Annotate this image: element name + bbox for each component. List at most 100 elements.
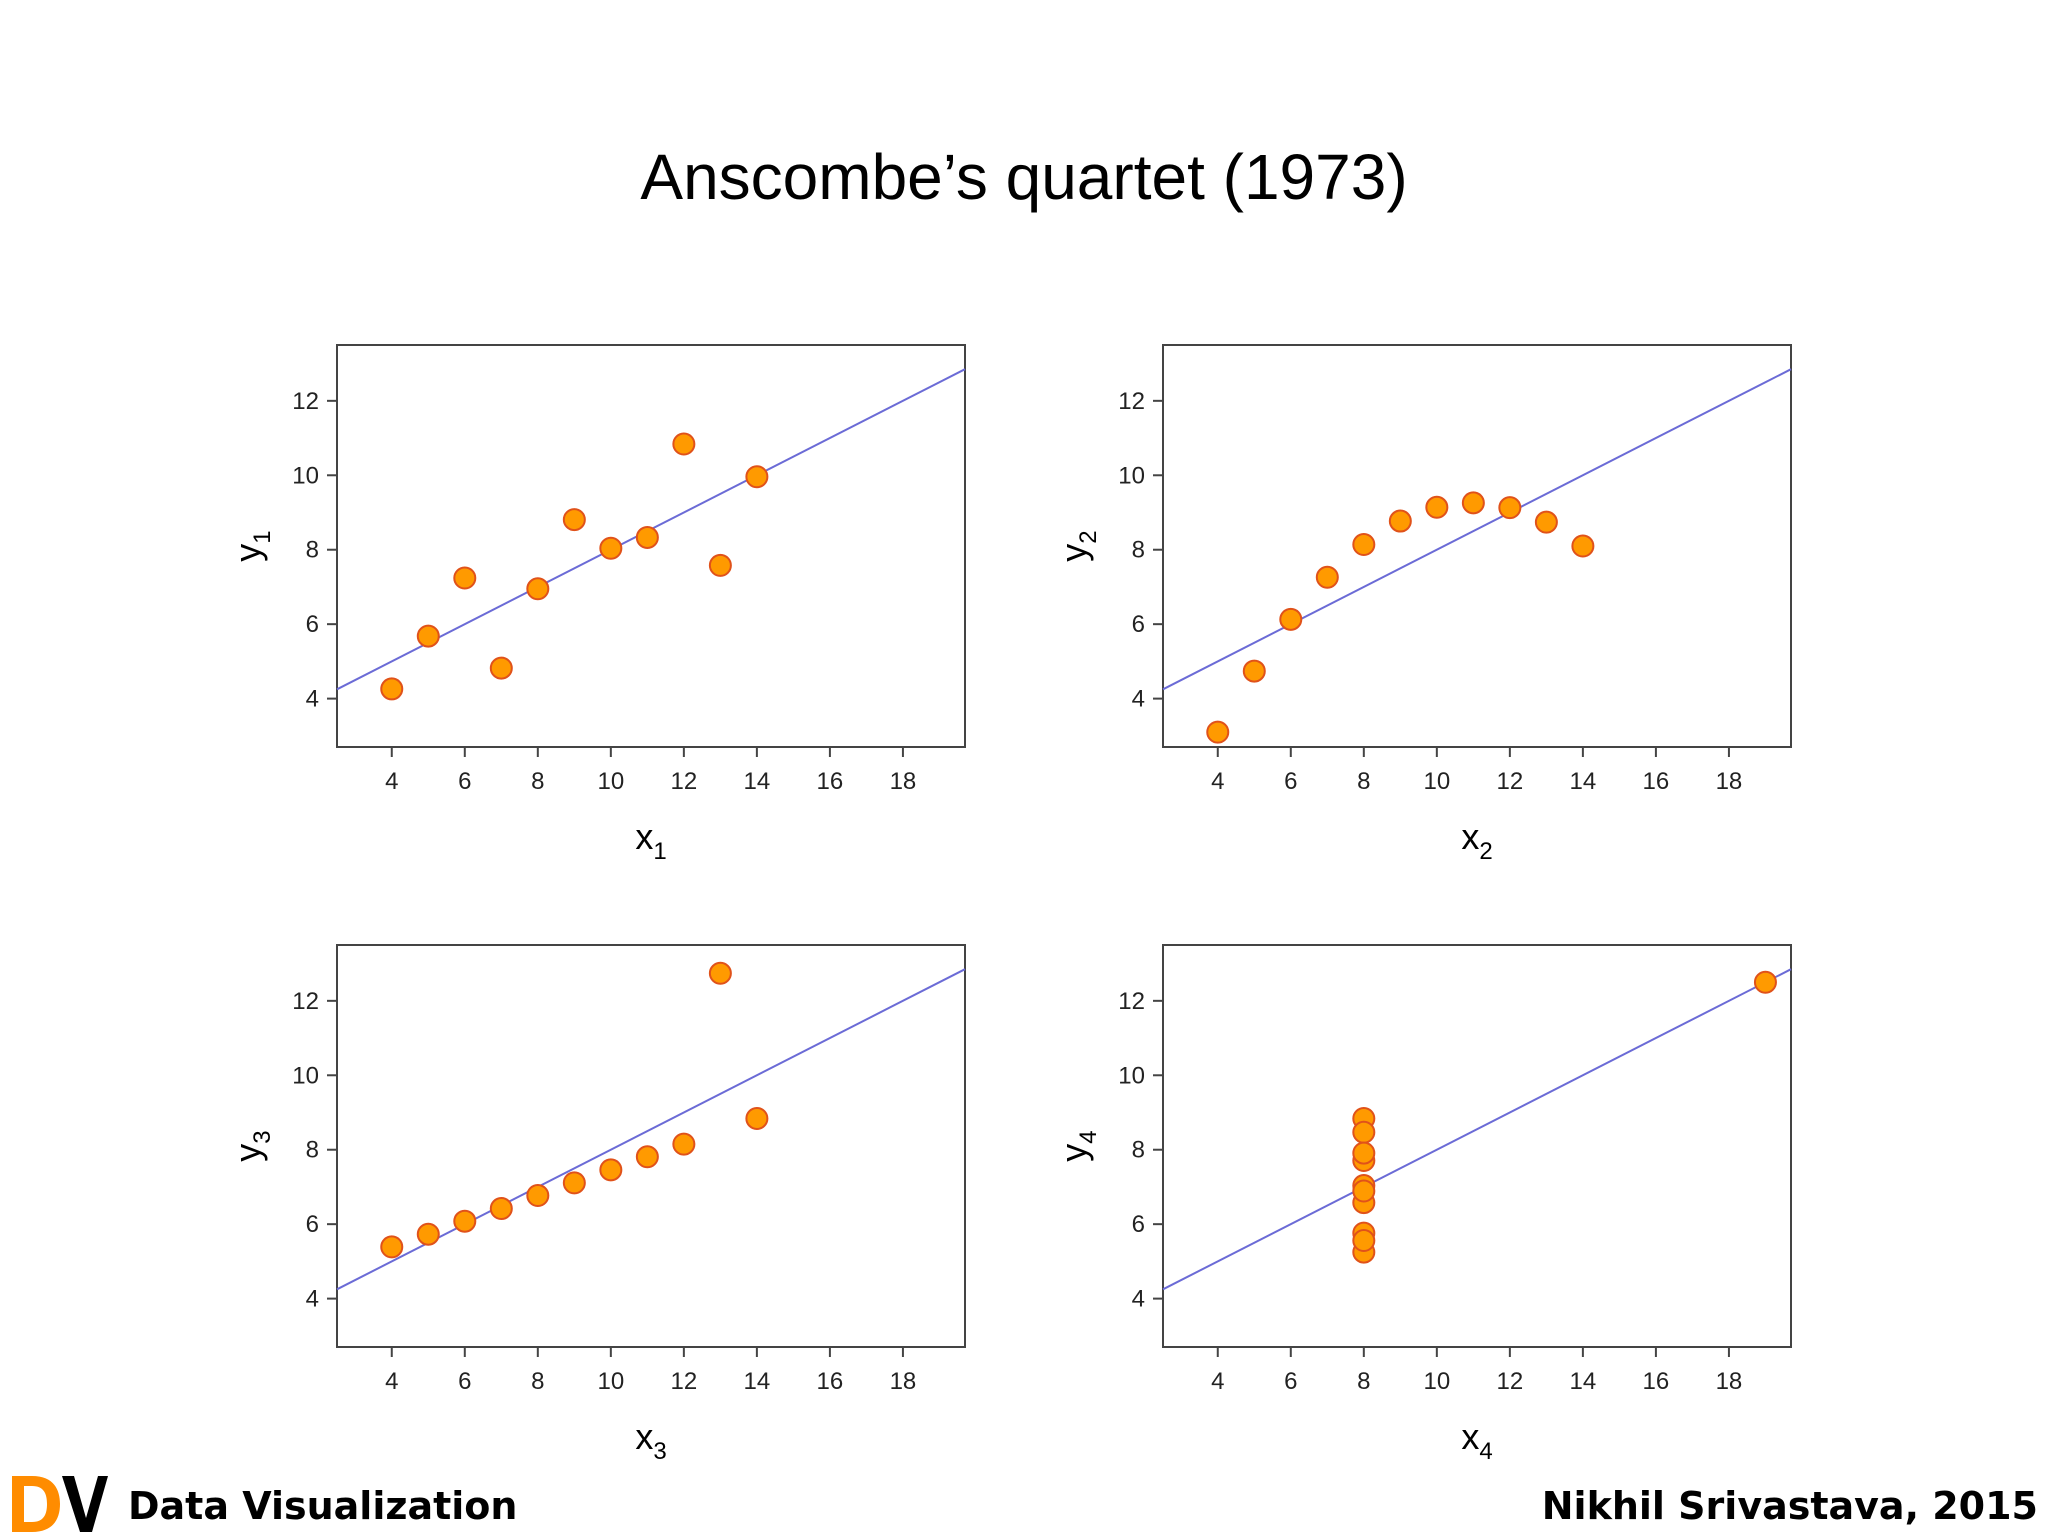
y-axis-label: y2 — [1053, 530, 1102, 561]
y-tick-label: 10 — [292, 1062, 319, 1089]
x-tick-label: 4 — [1211, 1368, 1224, 1395]
x-tick-label: 18 — [1716, 1368, 1743, 1395]
x-axis-label-main: x — [635, 1416, 653, 1457]
slide-title: Anscombe’s quartet (1973) — [640, 141, 1408, 213]
scatter-panel-3: 4 6 8 10 12 14 16 18 4 6 8 10 12 x3 y3 — [210, 920, 1210, 1520]
y-tick-label: 12 — [1118, 388, 1145, 415]
data-point — [562, 508, 586, 532]
data-point — [1388, 509, 1412, 533]
x-tick-label: 12 — [671, 1368, 698, 1395]
y-tick-label: 12 — [1118, 988, 1145, 1015]
x-axis-label-subscript: 1 — [653, 838, 666, 865]
data-point — [745, 1106, 769, 1130]
y-tick-label: 12 — [292, 988, 319, 1015]
x-tick-label: 16 — [1643, 1368, 1670, 1395]
y-axis-label-subscript: 1 — [249, 530, 276, 543]
y-tick-label: 10 — [1118, 462, 1145, 489]
data-point — [1352, 1141, 1376, 1165]
x-axis-label-subscript: 2 — [1479, 838, 1492, 865]
x-tick-label: 6 — [1284, 768, 1297, 795]
dv-logo — [12, 1476, 108, 1532]
y-axis-label-main: y — [1053, 1144, 1094, 1162]
regression-line — [1162, 968, 1792, 1291]
x-tick-label: 18 — [890, 1368, 917, 1395]
data-point — [1461, 491, 1485, 515]
data-point — [380, 1235, 404, 1259]
x-tick-label: 4 — [385, 1368, 398, 1395]
x-tick-label: 6 — [458, 1368, 471, 1395]
plot-frame — [336, 344, 966, 748]
data-point — [599, 1158, 623, 1182]
y-tick-label: 4 — [1132, 1286, 1145, 1313]
footer-course-title: Data Visualization — [128, 1484, 518, 1528]
x-tick-label: 10 — [597, 1368, 624, 1395]
data-point — [1352, 1229, 1376, 1253]
x-tick-label: 12 — [671, 768, 698, 795]
plot-frame — [1162, 344, 1792, 748]
y-axis-label: y3 — [227, 1130, 276, 1161]
x-tick-label: 12 — [1497, 1368, 1524, 1395]
x-tick-label: 16 — [817, 1368, 844, 1395]
x-tick-label: 10 — [597, 768, 624, 795]
x-tick-label: 14 — [744, 1368, 771, 1395]
x-tick-label: 16 — [817, 768, 844, 795]
x-tick-label: 10 — [1423, 1368, 1450, 1395]
y-tick-label: 4 — [1132, 686, 1145, 713]
data-point — [562, 1171, 586, 1195]
y-axis-label-subscript: 3 — [249, 1130, 276, 1143]
y-tick-label: 12 — [292, 388, 319, 415]
y-axis-label-main: y — [227, 544, 268, 562]
y-axis-label: y1 — [227, 530, 276, 561]
data-point — [526, 577, 550, 601]
x-tick-label: 14 — [1570, 768, 1597, 795]
x-tick-label: 8 — [531, 768, 544, 795]
data-point — [416, 1222, 440, 1246]
data-point — [489, 656, 513, 680]
y-tick-label: 8 — [306, 1137, 319, 1164]
dv-logo-d-shape — [12, 1476, 60, 1532]
x-tick-label: 4 — [385, 768, 398, 795]
x-axis-label-subscript: 4 — [1479, 1438, 1492, 1465]
data-point — [1352, 1179, 1376, 1203]
y-tick-label: 8 — [1132, 537, 1145, 564]
scatter-panel-1: 4 6 8 10 12 14 16 18 4 6 8 10 12 x1 y1 — [210, 320, 1210, 920]
x-tick-label: 12 — [1497, 768, 1524, 795]
x-tick-label: 14 — [1570, 1368, 1597, 1395]
x-tick-label: 6 — [1284, 1368, 1297, 1395]
y-axis-label: y4 — [1053, 1130, 1102, 1161]
y-axis-label-subscript: 4 — [1075, 1130, 1102, 1143]
data-point — [1352, 1120, 1376, 1144]
x-axis-label: x2 — [1461, 816, 1492, 865]
plot-frame — [336, 944, 966, 1348]
data-point — [599, 536, 623, 560]
data-point — [416, 624, 440, 648]
data-point — [380, 677, 404, 701]
y-axis-label-subscript: 2 — [1075, 530, 1102, 543]
x-tick-label: 18 — [1716, 768, 1743, 795]
scatter-panel-4: 4 6 8 10 12 14 16 18 4 6 8 10 12 x4 y4 — [1036, 920, 2036, 1520]
x-axis-label-main: x — [635, 816, 653, 857]
x-tick-label: 6 — [458, 768, 471, 795]
data-point — [635, 525, 659, 549]
data-point — [1242, 659, 1266, 683]
x-tick-label: 16 — [1643, 768, 1670, 795]
footer-author: Nikhil Srivastava, 2015 — [1541, 1484, 2038, 1528]
data-point — [1425, 495, 1449, 519]
data-point — [1206, 720, 1230, 744]
data-point — [1753, 970, 1777, 994]
data-point — [1352, 533, 1376, 557]
y-tick-label: 6 — [306, 1211, 319, 1238]
x-axis-label: x3 — [635, 1416, 666, 1465]
x-tick-label: 8 — [1357, 1368, 1370, 1395]
scatter-panel-2: 4 6 8 10 12 14 16 18 4 6 8 10 12 x2 y2 — [1036, 320, 2036, 920]
data-point — [1571, 534, 1595, 558]
y-tick-label: 6 — [1132, 611, 1145, 638]
regression-line — [336, 968, 966, 1291]
x-axis-label-subscript: 3 — [653, 1438, 666, 1465]
data-point — [635, 1145, 659, 1169]
data-point — [1279, 607, 1303, 631]
y-tick-label: 6 — [1132, 1211, 1145, 1238]
